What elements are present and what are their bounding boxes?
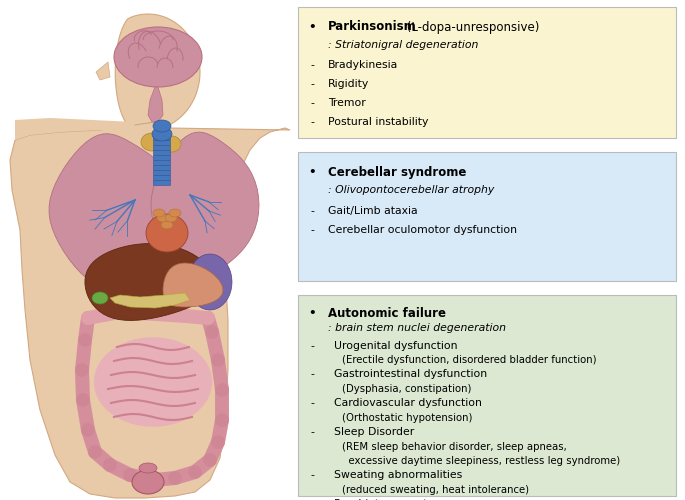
Polygon shape <box>151 132 259 278</box>
Text: Cerebellar oculomotor dysfunction: Cerebellar oculomotor dysfunction <box>328 225 517 235</box>
Text: (reduced sweating, heat intolerance): (reduced sweating, heat intolerance) <box>342 484 529 494</box>
Ellipse shape <box>157 214 169 222</box>
Ellipse shape <box>98 340 208 424</box>
Text: (Dysphasia, constipation): (Dysphasia, constipation) <box>342 384 471 394</box>
Text: Tremor: Tremor <box>328 98 366 108</box>
Text: : brain stem nuclei degeneration: : brain stem nuclei degeneration <box>328 323 506 333</box>
Text: -: - <box>310 340 314 350</box>
Text: -: - <box>310 98 314 108</box>
Text: Autonomic failure: Autonomic failure <box>328 307 446 320</box>
Text: Cerebellar syndrome: Cerebellar syndrome <box>328 166 466 179</box>
Text: Postural instability: Postural instability <box>328 118 428 128</box>
Ellipse shape <box>153 120 171 132</box>
Text: -: - <box>310 470 314 480</box>
Polygon shape <box>15 118 135 140</box>
FancyBboxPatch shape <box>153 146 171 150</box>
FancyBboxPatch shape <box>153 170 171 175</box>
Polygon shape <box>10 122 290 498</box>
Text: Bradykinesia: Bradykinesia <box>328 60 398 70</box>
Text: -: - <box>310 427 314 437</box>
Ellipse shape <box>161 221 173 229</box>
Text: Cardiovascular dysfunction: Cardiovascular dysfunction <box>334 398 482 408</box>
Ellipse shape <box>153 209 165 217</box>
FancyBboxPatch shape <box>153 176 171 180</box>
FancyBboxPatch shape <box>298 152 676 281</box>
Text: -: - <box>310 60 314 70</box>
Ellipse shape <box>146 214 188 252</box>
Text: Sleep Disorder: Sleep Disorder <box>334 427 414 437</box>
FancyBboxPatch shape <box>153 150 171 156</box>
Text: •: • <box>308 20 316 34</box>
FancyBboxPatch shape <box>153 180 171 186</box>
Text: -: - <box>310 206 314 216</box>
Text: -: - <box>310 225 314 235</box>
Text: (Orthostatic hypotension): (Orthostatic hypotension) <box>342 413 473 423</box>
FancyBboxPatch shape <box>153 136 171 140</box>
Text: •: • <box>308 166 316 179</box>
FancyBboxPatch shape <box>153 140 171 145</box>
Ellipse shape <box>139 463 157 473</box>
Text: : Striatonigral degeneration: : Striatonigral degeneration <box>328 40 478 50</box>
Polygon shape <box>128 122 170 170</box>
Text: (Erectile dysfunction, disordered bladder function): (Erectile dysfunction, disordered bladde… <box>342 356 597 366</box>
Text: Parkinsonism: Parkinsonism <box>328 20 416 34</box>
Ellipse shape <box>163 136 181 152</box>
Text: -: - <box>310 370 314 380</box>
Ellipse shape <box>92 292 108 304</box>
Ellipse shape <box>152 127 172 141</box>
Text: : Olivopontocerebellar atrophy: : Olivopontocerebellar atrophy <box>328 185 494 195</box>
Text: -: - <box>310 118 314 128</box>
Text: -: - <box>310 398 314 408</box>
Polygon shape <box>163 263 223 307</box>
FancyBboxPatch shape <box>298 295 676 496</box>
Polygon shape <box>49 134 181 286</box>
Text: Rigidity: Rigidity <box>328 80 369 90</box>
Text: -: - <box>310 80 314 90</box>
Ellipse shape <box>154 144 170 152</box>
FancyBboxPatch shape <box>153 156 171 160</box>
Polygon shape <box>115 14 200 130</box>
Text: •: • <box>308 307 316 320</box>
Ellipse shape <box>141 133 163 151</box>
FancyBboxPatch shape <box>298 6 676 138</box>
Text: (REM sleep behavior disorder, sleep apneas,: (REM sleep behavior disorder, sleep apne… <box>342 442 566 452</box>
FancyBboxPatch shape <box>153 160 171 166</box>
Text: Gait/Limb ataxia: Gait/Limb ataxia <box>328 206 418 216</box>
Polygon shape <box>110 293 190 308</box>
Polygon shape <box>96 62 110 80</box>
Polygon shape <box>148 87 163 122</box>
Polygon shape <box>85 244 214 320</box>
Text: -: - <box>310 498 314 500</box>
Ellipse shape <box>165 214 177 222</box>
Text: excessive daytime sleepiness, restless leg syndrome): excessive daytime sleepiness, restless l… <box>342 456 620 466</box>
Ellipse shape <box>114 27 202 87</box>
Text: (L-dopa-unresponsive): (L-dopa-unresponsive) <box>403 20 539 34</box>
Text: Psychiatry symptoms: Psychiatry symptoms <box>334 498 450 500</box>
FancyBboxPatch shape <box>153 166 171 170</box>
Text: Urogenital dysfunction: Urogenital dysfunction <box>334 340 458 350</box>
Ellipse shape <box>169 209 181 217</box>
Polygon shape <box>188 254 232 310</box>
Ellipse shape <box>132 470 164 494</box>
Text: Gastrointestinal dysfunction: Gastrointestinal dysfunction <box>334 370 487 380</box>
Text: Sweating abnormalities: Sweating abnormalities <box>334 470 462 480</box>
